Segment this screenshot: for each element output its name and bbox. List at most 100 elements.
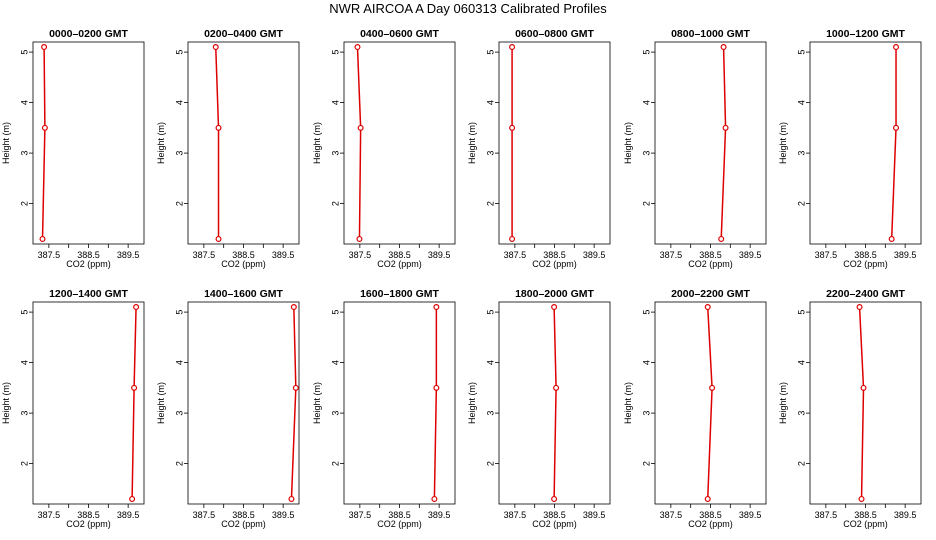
x-tick-label: 389.5: [894, 510, 917, 520]
y-axis-label: Height (m): [623, 122, 633, 164]
x-tick-label: 389.5: [428, 510, 451, 520]
y-tick-label: 4: [174, 100, 184, 105]
panel-title: 0600–0800 GMT: [515, 28, 594, 40]
x-axis-label: CO2 (ppm): [221, 259, 266, 269]
profile-line: [433, 307, 438, 499]
y-tick-label: 2: [19, 201, 29, 206]
y-tick-label: 3: [19, 411, 29, 416]
x-tick-label: 389.5: [117, 510, 140, 520]
panel-title: 2200–2400 GMT: [826, 288, 905, 300]
x-axis-label: CO2 (ppm): [66, 519, 111, 529]
panel-4: 0600–0800 GMT 387.5 388.5 389.5 CO2 (ppm) 2 3 4…: [467, 28, 611, 269]
page-title: NWR AIRCOA A Day 060313 Calibrated Profi…: [329, 1, 607, 16]
data-point: [288, 495, 295, 502]
data-point: [551, 495, 558, 502]
data-point: [433, 304, 440, 311]
plot-frame: [32, 301, 145, 505]
x-axis-label: CO2 (ppm): [377, 519, 422, 529]
panel-8: 1400–1600 GMT 387.5 388.5 389.5 CO2 (ppm) 2 3 4…: [156, 288, 300, 529]
plot-frame: [809, 301, 922, 505]
data-point: [709, 384, 716, 391]
y-tick-label: 2: [330, 461, 340, 466]
x-tick-label: 388.5: [232, 510, 255, 520]
y-tick-label: 4: [330, 360, 340, 365]
panel-title: 0800–1000 GMT: [671, 28, 750, 40]
panel-1: 0000–0200 GMT 387.5 388.5 389.5 CO2 (ppm) 2 3 4…: [1, 28, 145, 269]
y-tick-label: 3: [485, 151, 495, 156]
x-axis-label: CO2 (ppm): [532, 259, 577, 269]
data-point: [718, 235, 725, 242]
y-tick-label: 4: [174, 360, 184, 365]
x-tick-label: 389.5: [894, 250, 917, 260]
x-axis-label: CO2 (ppm): [221, 519, 266, 529]
panel-title: 0400–0600 GMT: [360, 28, 439, 40]
panel-title: 1800–2000 GMT: [515, 288, 594, 300]
y-tick-label: 3: [174, 151, 184, 156]
panel-title: 1600–1800 GMT: [360, 288, 439, 300]
y-tick-label: 3: [485, 411, 495, 416]
y-tick-label: 5: [796, 310, 806, 315]
y-axis-label: Height (m): [312, 122, 322, 164]
x-axis-label: CO2 (ppm): [688, 519, 733, 529]
y-tick-label: 3: [641, 151, 651, 156]
y-axis-label: Height (m): [623, 382, 633, 424]
y-tick-label: 5: [19, 50, 29, 55]
y-tick-label: 4: [19, 100, 29, 105]
panel-title: 1000–1200 GMT: [826, 28, 905, 40]
x-tick-label: 388.5: [543, 510, 566, 520]
data-point: [704, 304, 711, 311]
y-tick-label: 5: [641, 50, 651, 55]
data-point: [860, 384, 867, 391]
y-tick-label: 2: [330, 201, 340, 206]
y-tick-label: 4: [641, 100, 651, 105]
panel-10: 1800–2000 GMT 387.5 388.5 389.5 CO2 (ppm) 2 3 4…: [467, 288, 611, 529]
y-tick-label: 2: [641, 461, 651, 466]
profile-line: [41, 47, 46, 239]
x-tick-label: 387.5: [193, 250, 216, 260]
y-axis-label: Height (m): [1, 122, 11, 164]
y-tick-label: 2: [174, 201, 184, 206]
y-tick-label: 5: [174, 50, 184, 55]
data-point: [509, 235, 516, 242]
panel-5: 0800–1000 GMT 387.5 388.5 389.5 CO2 (ppm) 2 3 4…: [623, 28, 767, 269]
data-point: [893, 44, 900, 51]
panel-title: 0200–0400 GMT: [204, 28, 283, 40]
panel-title: 2000–2200 GMT: [671, 288, 750, 300]
y-tick-label: 3: [641, 411, 651, 416]
profile-line: [553, 307, 557, 499]
profile-line: [290, 307, 297, 499]
panel-2: 0200–0400 GMT 387.5 388.5 389.5 CO2 (ppm) 2 3 4…: [156, 28, 300, 269]
x-tick-label: 388.5: [854, 510, 877, 520]
y-tick-label: 3: [330, 151, 340, 156]
data-point: [133, 304, 140, 311]
x-tick-label: 388.5: [699, 250, 722, 260]
y-tick-label: 5: [485, 50, 495, 55]
y-tick-label: 3: [330, 411, 340, 416]
y-tick-label: 4: [796, 360, 806, 365]
y-tick-label: 5: [485, 310, 495, 315]
data-point: [551, 304, 558, 311]
x-tick-label: 389.5: [272, 510, 295, 520]
x-axis-label: CO2 (ppm): [843, 259, 888, 269]
y-tick-label: 2: [19, 461, 29, 466]
profile-line: [215, 47, 220, 239]
panel-title: 1400–1600 GMT: [204, 288, 283, 300]
x-tick-label: 387.5: [660, 250, 683, 260]
panel-title: 1200–1400 GMT: [49, 288, 128, 300]
y-axis-label: Height (m): [156, 382, 166, 424]
y-tick-label: 2: [796, 461, 806, 466]
data-point: [856, 304, 863, 311]
panel-7: 1200–1400 GMT 387.5 388.5 389.5 CO2 (ppm) 2 3 4…: [1, 288, 145, 529]
x-tick-label: 389.5: [739, 250, 762, 260]
panel-6: 1000–1200 GMT 387.5 388.5 389.5 CO2 (ppm) 2 3 4…: [778, 28, 922, 269]
plot-frame: [809, 41, 922, 245]
data-point: [357, 124, 364, 131]
data-point: [131, 384, 138, 391]
panel-9: 1600–1800 GMT 387.5 388.5 389.5 CO2 (ppm) 2 3 4…: [312, 288, 456, 529]
plot-frame: [187, 301, 300, 505]
x-axis-label: CO2 (ppm): [377, 259, 422, 269]
y-tick-label: 5: [19, 310, 29, 315]
y-tick-label: 5: [641, 310, 651, 315]
y-tick-label: 4: [641, 360, 651, 365]
